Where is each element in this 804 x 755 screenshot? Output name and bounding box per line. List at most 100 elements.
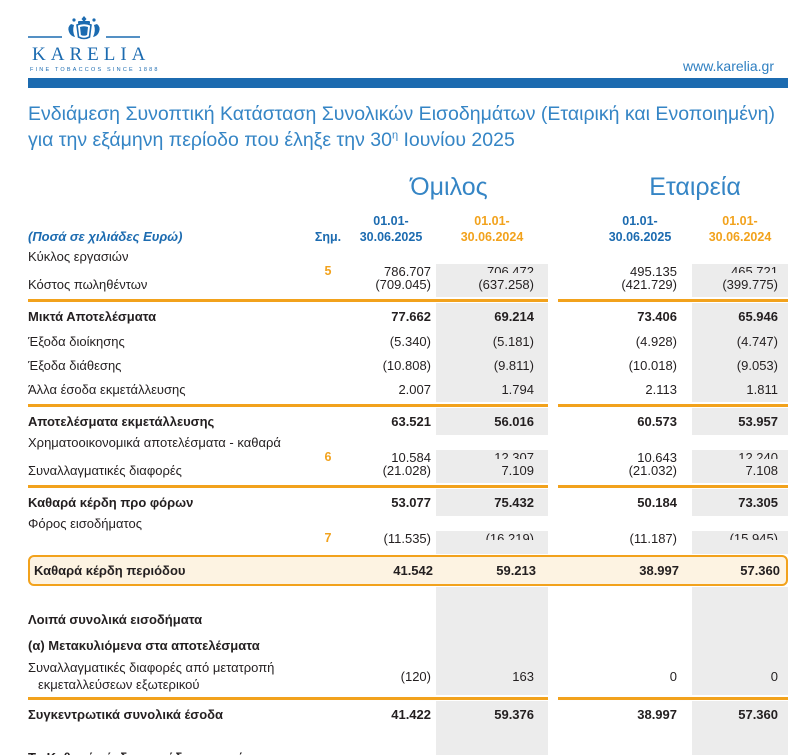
row-label-line2: εκμεταλλεύσεων εξωτερικού (38, 676, 200, 692)
cell-group-2025: 53.077 (391, 494, 431, 510)
row-label: Άλλα έσοδα εκμετάλλευσης (28, 382, 186, 398)
column-band (692, 744, 788, 755)
column-band (692, 586, 788, 607)
table-row: Συναλλαγματικές διαφορές από μετατροπή εκ… (28, 658, 788, 695)
row-label: Φόρος εισοδήματος (28, 515, 142, 531)
cell-group-2025: (11.535) (383, 530, 431, 546)
cell-company-2024: 57.360 (692, 700, 788, 728)
note-reference: 5 (324, 264, 332, 279)
row-label: Κύκλος εργασιών (28, 248, 129, 264)
table-row: Καθαρά κέρδη προ φόρων 53.077 75.432 50.184… (28, 488, 788, 516)
table-row: Άλλα έσοδα εκμετάλλευσης 2.007 1.794 2.113 1… (28, 377, 788, 402)
orange-rule-right (558, 484, 788, 488)
table-row: Τα Καθαρά κέρδη περιόδου κατανέμονται σε… (28, 744, 788, 755)
website-link[interactable]: www.karelia.gr (682, 58, 774, 74)
cell-group-2024: 59.213 (496, 562, 536, 578)
cell-group-2024: (637.258) (436, 272, 548, 297)
page-header: KARELIA FINE TOBACCOS SINCE 1888 www.kar… (28, 0, 788, 78)
table-row: Συναλλαγματικές διαφορές (21.028) 7.109 (21… (28, 458, 788, 483)
cell-group-2025: 10.584 (391, 449, 431, 465)
cell-group-2024: 163 (436, 658, 548, 695)
orange-rule-right (558, 298, 788, 302)
cell-company-2025: 495.135 (630, 263, 677, 279)
cell-company-2025: 10.643 (637, 449, 677, 465)
table-row: Συγκεντρωτικά συνολικά έσοδα 41.422 59.376… (28, 700, 788, 728)
cell-group-2025: 2.007 (398, 382, 431, 398)
column-band (692, 539, 788, 554)
cell-group-2025: 41.542 (393, 562, 433, 578)
cell-group-2024: (5.181) (436, 329, 548, 354)
period-header-company-2025: 01.01- 30.06.2025 (608, 214, 672, 244)
orange-rule-left (28, 484, 548, 488)
cell-group-2025: (10.808) (382, 358, 431, 374)
table-row: Μικτά Αποτελέσματα 77.662 69.214 73.406 65.9… (28, 302, 788, 330)
cell-company-2024: 53.957 (692, 407, 788, 435)
cell-group-2024: (9.811) (436, 353, 548, 378)
cell-company-2025: 73.406 (637, 308, 677, 324)
cell-group-2024: 1.794 (436, 377, 548, 402)
logo-tagline: FINE TOBACCOS SINCE 1888 (30, 67, 160, 73)
orange-rule-right (558, 403, 788, 407)
header-divider-bar (28, 78, 788, 88)
column-band (436, 744, 548, 755)
spacer-row (28, 539, 788, 554)
cell-company-2025: 2.113 (645, 382, 677, 398)
cell-company-2025: (4.928) (635, 334, 677, 350)
notes-column-header: Σημ. (314, 229, 342, 244)
period-header-row: (Ποσά σε χιλιάδες Ευρώ) Σημ. 01.01- 30.06… (28, 202, 788, 249)
cell-company-2024: 1.811 (692, 377, 788, 402)
row-label: Έξοδα διοίκησης (28, 334, 125, 350)
cell-company-2024: 65.946 (692, 302, 788, 330)
column-band (436, 606, 548, 633)
cell-company-2024: 7.108 (692, 458, 788, 483)
orange-rule-right (558, 696, 788, 700)
cell-company-2025: 38.997 (637, 706, 677, 722)
column-band (436, 632, 548, 659)
row-label: Λοιπά συνολικά εισοδήματα (28, 612, 203, 628)
note-reference: 7 (324, 531, 332, 546)
cell-company-2024: (399.775) (692, 272, 788, 297)
cell-company-2025: 50.184 (637, 494, 677, 510)
orange-rule-row (28, 696, 788, 700)
period-header-group-2025: 01.01- 30.06.2025 (359, 214, 423, 244)
karelia-crest-icon (28, 16, 140, 40)
table-row: (α) Μετακυλιόμενα στα αποτελέσματα (28, 632, 788, 659)
spacer-row (28, 727, 788, 745)
cell-group-2024: 75.432 (436, 488, 548, 516)
row-label: Μικτά Αποτελέσματα (28, 308, 157, 324)
cell-company-2024: (9.053) (692, 353, 788, 378)
units-label: (Ποσά σε χιλιάδες Ευρώ) (28, 228, 183, 244)
cell-company-2024: 73.305 (692, 488, 788, 516)
title-line-1: Ενδιάμεση Συνοπτική Κατάσταση Συνολικών … (28, 103, 775, 125)
row-label: (α) Μετακυλιόμενα στα αποτελέσματα (28, 638, 260, 654)
orange-rule-row (28, 403, 788, 407)
cell-company-2025: 60.573 (637, 413, 677, 429)
note-reference: 6 (324, 450, 332, 465)
column-band (692, 727, 788, 745)
period-header-group-2024: 01.01- 30.06.2024 (460, 214, 524, 244)
cell-company-2025: 0 (669, 669, 677, 685)
orange-rule-row (28, 298, 788, 302)
row-label: Χρηματοοικονομικά αποτελέσματα - καθαρά (28, 434, 281, 450)
row-label: Αποτελέσματα εκμετάλλευσης (28, 413, 215, 429)
row-label: Καθαρά κέρδη περιόδου (34, 562, 186, 578)
column-band (436, 586, 548, 607)
column-band (436, 539, 548, 554)
cell-group-2025: (709.045) (375, 277, 431, 293)
row-label: Συγκεντρωτικά συνολικά έσοδα (28, 706, 224, 722)
cell-group-2024: 56.016 (436, 407, 548, 435)
cell-group-2025: (21.028) (382, 463, 431, 479)
table-row: Κόστος πωληθέντων (709.045) (637.258) (421.… (28, 272, 788, 297)
cell-group-2024: 59.376 (436, 700, 548, 728)
row-label: Καθαρά κέρδη προ φόρων (28, 494, 194, 510)
table-row: Καθαρά κέρδη περιόδου 41.542 59.213 38.997 5… (28, 554, 788, 586)
table-body: Κύκλος εργασιών 5 786.707 706.472 495.135 465… (28, 249, 788, 755)
period-header-company-2024: 01.01- 30.06.2024 (708, 214, 772, 244)
cell-company-2024: (4.747) (692, 329, 788, 354)
title-line-2: για την εξάμηνη περίοδο που έληξε την 30… (28, 129, 515, 152)
cell-company-2025: (421.729) (621, 277, 677, 293)
orange-rule-left (28, 298, 548, 302)
group-header-row: Όμιλος Εταιρεία (28, 168, 788, 202)
row-label-line1: Συναλλαγματικές διαφορές από μετατροπή (28, 660, 275, 676)
